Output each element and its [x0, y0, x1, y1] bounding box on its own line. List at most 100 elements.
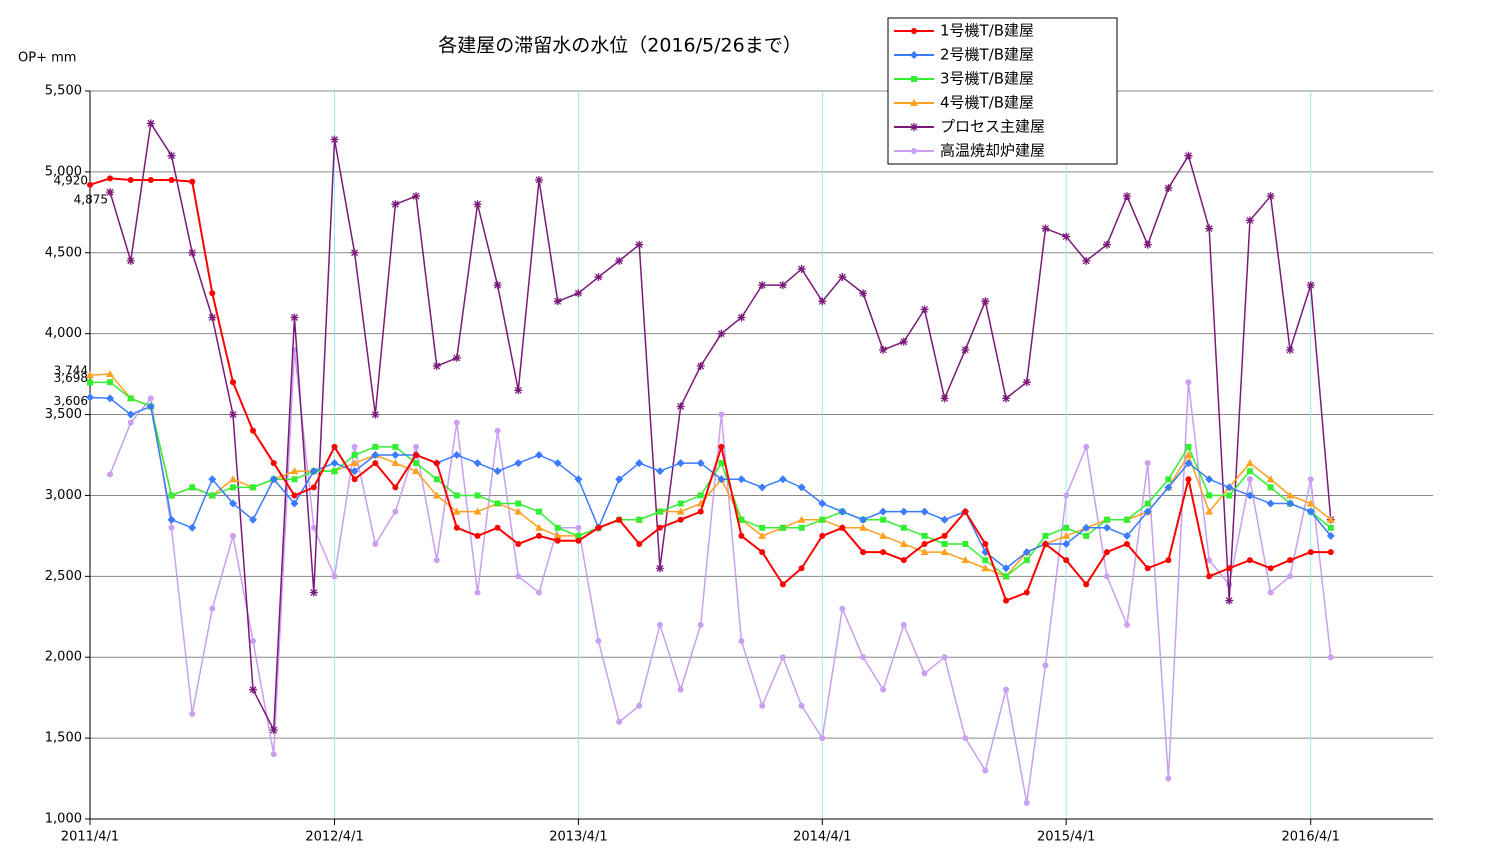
- data-point: [1165, 476, 1172, 483]
- data-point: [859, 523, 868, 531]
- data-point: [473, 200, 482, 209]
- data-point: [290, 499, 299, 508]
- data-point: [554, 524, 561, 531]
- data-point: [1327, 654, 1334, 661]
- data-point: [1063, 524, 1070, 531]
- data-point: [677, 686, 684, 693]
- data-point: [1003, 597, 1010, 604]
- data-point: [779, 581, 786, 588]
- data-point: [920, 305, 929, 314]
- data-point: [899, 507, 908, 516]
- data-point: [879, 531, 888, 539]
- data-point: [981, 297, 990, 306]
- data-point: [1144, 500, 1151, 507]
- data-point: [1123, 621, 1130, 628]
- data-point: [514, 386, 523, 395]
- data-point: [494, 524, 501, 531]
- data-label: 4,920: [54, 173, 88, 187]
- data-point: [553, 297, 562, 306]
- data-point: [941, 532, 948, 539]
- data-point: [147, 176, 154, 183]
- data-point: [493, 281, 502, 290]
- data-point: [962, 508, 969, 515]
- legend-label: 3号機T/B建屋: [940, 70, 1034, 88]
- data-point: [209, 605, 216, 612]
- data-point: [819, 532, 826, 539]
- data-point: [798, 524, 805, 531]
- data-point: [1023, 589, 1030, 596]
- data-point: [880, 549, 887, 556]
- data-point: [209, 492, 216, 499]
- data-point: [941, 540, 948, 547]
- legend-label: 4号機T/B建屋: [940, 94, 1034, 112]
- y-tick-label: 2,000: [45, 650, 82, 665]
- data-point: [738, 638, 745, 645]
- data-point: [1246, 468, 1253, 475]
- data-point: [738, 516, 745, 523]
- data-point: [1307, 549, 1314, 556]
- series-line: [89, 177, 1331, 602]
- x-tick-label: 2013/4/1: [549, 830, 607, 845]
- data-point: [107, 379, 114, 386]
- data-point: [1286, 491, 1295, 499]
- data-point: [595, 638, 602, 645]
- x-tick-label: 2012/4/1: [305, 830, 363, 845]
- data-point: [167, 515, 176, 524]
- data-point: [656, 621, 663, 628]
- data-point: [879, 345, 888, 354]
- x-tick-label: 2015/4/1: [1037, 830, 1095, 845]
- data-point: [1185, 443, 1192, 450]
- data-point: [696, 459, 705, 468]
- data-point: [798, 702, 805, 709]
- data-point: [474, 492, 481, 499]
- data-point: [718, 443, 725, 450]
- data-point: [961, 345, 970, 354]
- data-point: [718, 411, 725, 418]
- series-line: [89, 396, 1332, 570]
- data-point: [1225, 596, 1234, 605]
- data-point: [616, 718, 623, 725]
- legend-label: プロセス主建屋: [940, 118, 1045, 136]
- y-axis-label: OP+ mm: [18, 51, 76, 66]
- x-tick-label: 2011/4/1: [61, 830, 119, 845]
- data-point: [1103, 573, 1110, 580]
- data-point: [228, 475, 237, 483]
- data-point: [717, 329, 726, 338]
- data-point: [553, 459, 562, 468]
- data-point: [900, 524, 907, 531]
- data-point: [677, 516, 684, 523]
- data-point: [86, 393, 94, 402]
- data-point: [1083, 581, 1090, 588]
- data-point: [656, 524, 663, 531]
- data-point: [1102, 240, 1111, 249]
- data-point: [1267, 589, 1274, 596]
- data-point: [1082, 256, 1091, 265]
- data-point: [1143, 507, 1152, 516]
- data-point: [1022, 378, 1031, 387]
- data-point: [1042, 532, 1049, 539]
- data-point: [1041, 224, 1050, 233]
- data-point: [758, 281, 767, 290]
- data-point: [696, 362, 705, 371]
- data-point: [536, 589, 543, 596]
- data-point: [1003, 573, 1010, 580]
- data-point: [982, 767, 989, 774]
- data-point: [228, 499, 237, 508]
- data-point: [940, 515, 949, 524]
- data-point: [818, 499, 827, 508]
- data-point: [474, 532, 481, 539]
- legend-label: 2号機T/B建屋: [940, 46, 1034, 64]
- data-label: 3,698: [54, 371, 88, 385]
- data-point: [515, 573, 522, 580]
- data-point: [900, 621, 907, 628]
- data-point: [229, 532, 236, 539]
- data-point: [413, 443, 420, 450]
- data-point: [350, 467, 359, 476]
- data-point: [1144, 565, 1151, 572]
- data-point: [819, 516, 826, 523]
- data-point: [433, 557, 440, 564]
- data-point: [106, 188, 115, 197]
- data-point: [1185, 379, 1192, 386]
- data-point: [127, 176, 134, 183]
